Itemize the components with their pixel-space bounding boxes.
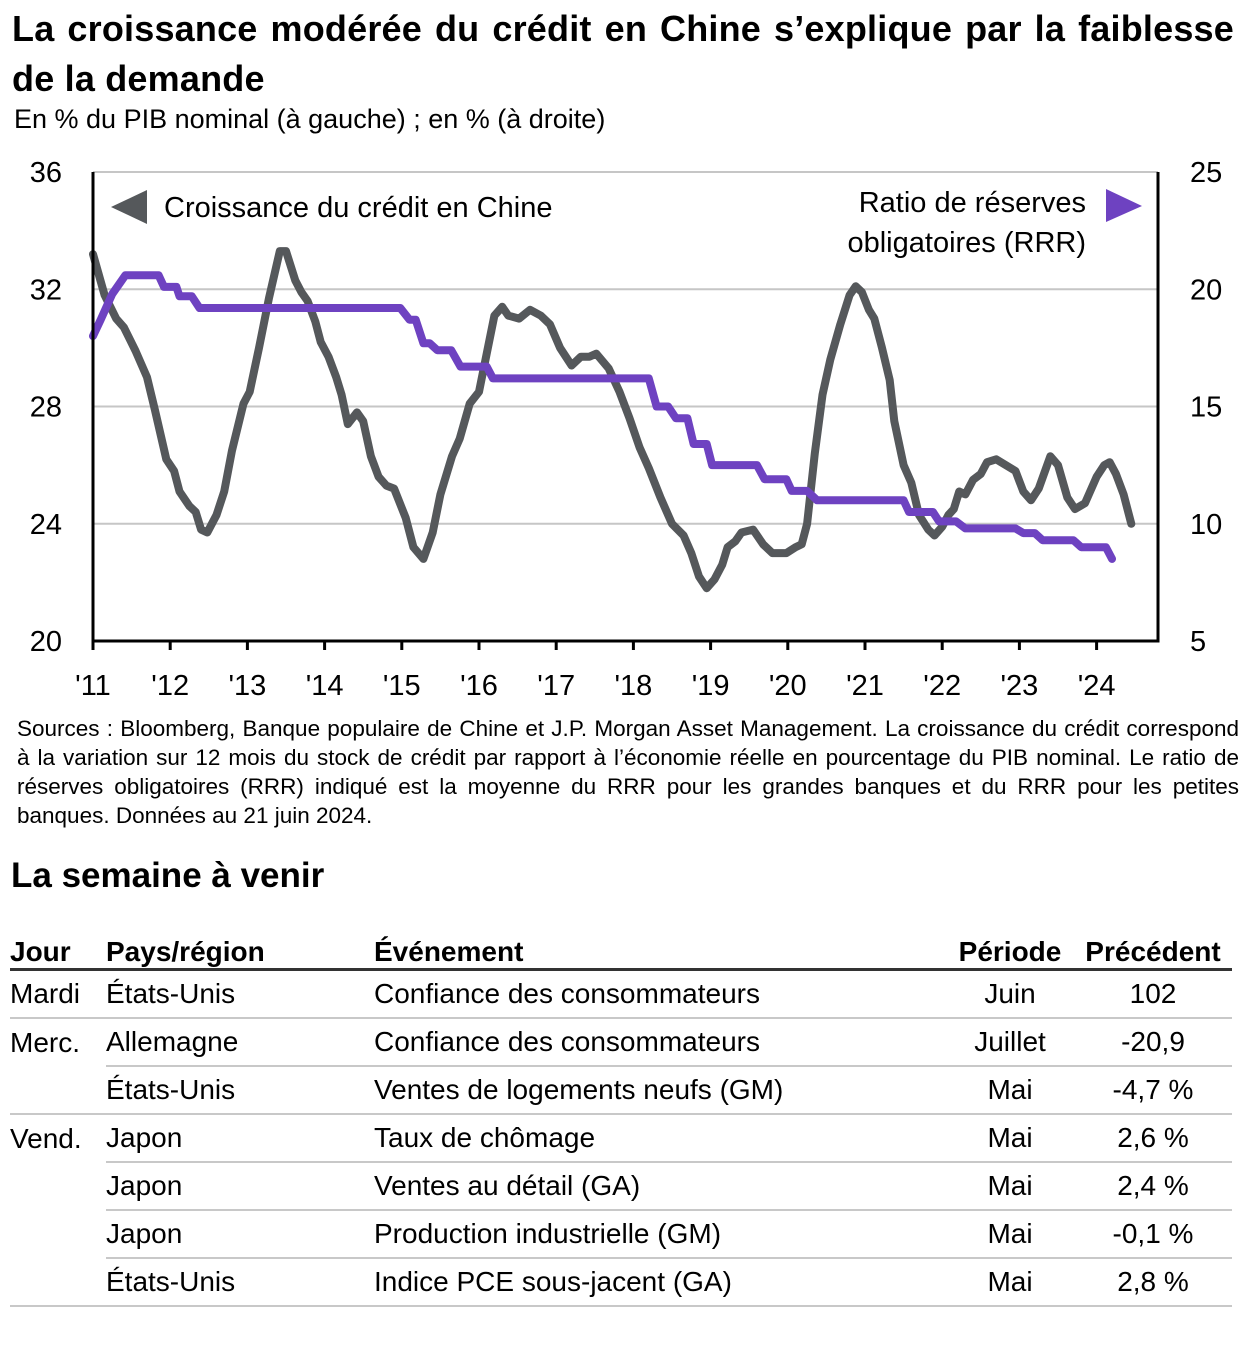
- table-row: États-Unis Ventes de logements neufs (GM…: [10, 1065, 1232, 1114]
- cell-period: Mai: [946, 1113, 1074, 1162]
- cell-event: Confiance des consommateurs: [374, 1017, 946, 1066]
- cell-country: Japon: [106, 1113, 374, 1162]
- y-left-tick-label: 28: [30, 392, 62, 424]
- x-tick-label: '22: [923, 670, 961, 702]
- cell-country: États-Unis: [106, 968, 374, 1018]
- legend-label-rrr-line1: Ratio de réserves: [859, 187, 1086, 219]
- cell-country: États-Unis: [106, 1065, 374, 1114]
- x-tick-label: '15: [383, 670, 421, 702]
- cell-period: Mai: [946, 1209, 1074, 1258]
- cell-period: Mai: [946, 1065, 1074, 1114]
- table-row: Mardi États-Unis Confiance des consommat…: [10, 968, 1232, 1018]
- rrr-line: [89, 271, 1116, 563]
- cell-country: États-Unis: [106, 1257, 374, 1307]
- cell-event: Ventes de logements neufs (GM): [374, 1065, 946, 1114]
- cell-previous: -20,9: [1074, 1017, 1232, 1066]
- col-header-previous: Précédent: [1074, 928, 1232, 971]
- cell-previous: 2,6 %: [1074, 1113, 1232, 1162]
- legend-right-triangle-icon: [1106, 189, 1142, 222]
- cell-event: Production industrielle (GM): [374, 1209, 946, 1258]
- cell-previous: 2,8 %: [1074, 1257, 1232, 1307]
- x-tick-label: '12: [151, 670, 189, 702]
- cell-event: Taux de chômage: [374, 1113, 946, 1162]
- cell-previous: 102: [1074, 968, 1232, 1018]
- cell-day: Vend.: [10, 1113, 106, 1162]
- x-tick-label: '20: [769, 670, 807, 702]
- tick-labels: 20 24 28 32 36 5 10 15 20 25 '11 '12 '13 '14 '15 '16 '17…: [30, 157, 1223, 702]
- x-tick-label: '23: [1001, 670, 1039, 702]
- x-tick-label: '24: [1078, 670, 1116, 702]
- y-right-tick-label: 10: [1190, 509, 1222, 541]
- table-row: Merc. Allemagne Confiance des consommate…: [10, 1017, 1232, 1066]
- sources-note: Sources : Bloomberg, Banque populaire de…: [17, 716, 1239, 828]
- legend-label-rrr-line2: obligatoires (RRR): [847, 227, 1086, 259]
- week-ahead-table: Jour Pays/région Événement Période Précé…: [10, 928, 1232, 1307]
- y-left-tick-label: 36: [30, 157, 62, 189]
- cell-period: Juillet: [946, 1017, 1074, 1066]
- cell-country: Japon: [106, 1161, 374, 1210]
- legend-label-credit: Croissance du crédit en Chine: [164, 192, 552, 224]
- chart-title: La croissance modérée du crédit en Chine…: [12, 8, 1234, 99]
- table-row: Vend. Japon Taux de chômage Mai 2,6 %: [10, 1113, 1232, 1162]
- cell-previous: 2,4 %: [1074, 1161, 1232, 1210]
- series-lines: [89, 247, 1136, 593]
- cell-period: Mai: [946, 1257, 1074, 1307]
- y-left-tick-label: 24: [30, 509, 62, 541]
- x-tick-label: '13: [229, 670, 267, 702]
- credit-rrr-chart: 20 24 28 32 36 5 10 15 20 25 '11 '12 '13 '14 '15 '16 '17…: [30, 157, 1223, 702]
- y-right-tick-label: 25: [1190, 157, 1222, 189]
- legend-left-triangle-icon: [111, 190, 147, 224]
- cell-period: Mai: [946, 1161, 1074, 1210]
- x-tick-label: '14: [306, 670, 344, 702]
- table-row: Japon Ventes au détail (GA) Mai 2,4 %: [10, 1161, 1232, 1210]
- x-tick-label: '18: [615, 670, 653, 702]
- gridlines: [93, 171, 1158, 525]
- x-tick-label: '16: [460, 670, 498, 702]
- cell-country: Japon: [106, 1209, 374, 1258]
- table-row: Japon Production industrielle (GM) Mai -…: [10, 1209, 1232, 1258]
- table-row: États-Unis Indice PCE sous-jacent (GA) M…: [10, 1257, 1232, 1307]
- cell-country: Allemagne: [106, 1017, 374, 1066]
- legend: Croissance du crédit en Chine Ratio de r…: [111, 187, 1142, 259]
- x-tick-label: '19: [692, 670, 730, 702]
- y-left-tick-label: 20: [30, 626, 62, 658]
- cell-day: [10, 1210, 106, 1258]
- cell-day: [10, 1162, 106, 1210]
- col-header-period: Période: [946, 928, 1074, 971]
- cell-day: Mardi: [10, 968, 106, 1018]
- cell-period: Juin: [946, 968, 1074, 1018]
- cell-day: Merc.: [10, 1017, 106, 1066]
- cell-event: Indice PCE sous-jacent (GA): [374, 1257, 946, 1307]
- y-left-tick-label: 32: [30, 274, 62, 306]
- x-tick-label: '11: [75, 670, 111, 702]
- cell-previous: -0,1 %: [1074, 1209, 1232, 1258]
- col-header-event: Événement: [374, 928, 946, 971]
- week-ahead-title: La semaine à venir: [11, 856, 325, 895]
- x-tick-label: '21: [846, 670, 884, 702]
- col-header-country: Pays/région: [106, 928, 374, 971]
- y-right-tick-label: 20: [1190, 274, 1222, 306]
- col-header-day: Jour: [10, 928, 106, 971]
- y-right-tick-label: 5: [1190, 626, 1206, 658]
- chart-subtitle: En % du PIB nominal (à gauche) ; en % (à…: [14, 104, 606, 134]
- x-tick-label: '17: [537, 670, 575, 702]
- y-right-tick-label: 15: [1190, 392, 1222, 424]
- cell-day: [10, 1258, 106, 1307]
- cell-day: [10, 1066, 106, 1114]
- table-header-row: Jour Pays/région Événement Période Précé…: [10, 928, 1232, 971]
- cell-event: Ventes au détail (GA): [374, 1161, 946, 1210]
- axes: [91, 172, 1160, 650]
- credit-growth-line: [89, 247, 1136, 593]
- cell-previous: -4,7 %: [1074, 1065, 1232, 1114]
- cell-event: Confiance des consommateurs: [374, 968, 946, 1018]
